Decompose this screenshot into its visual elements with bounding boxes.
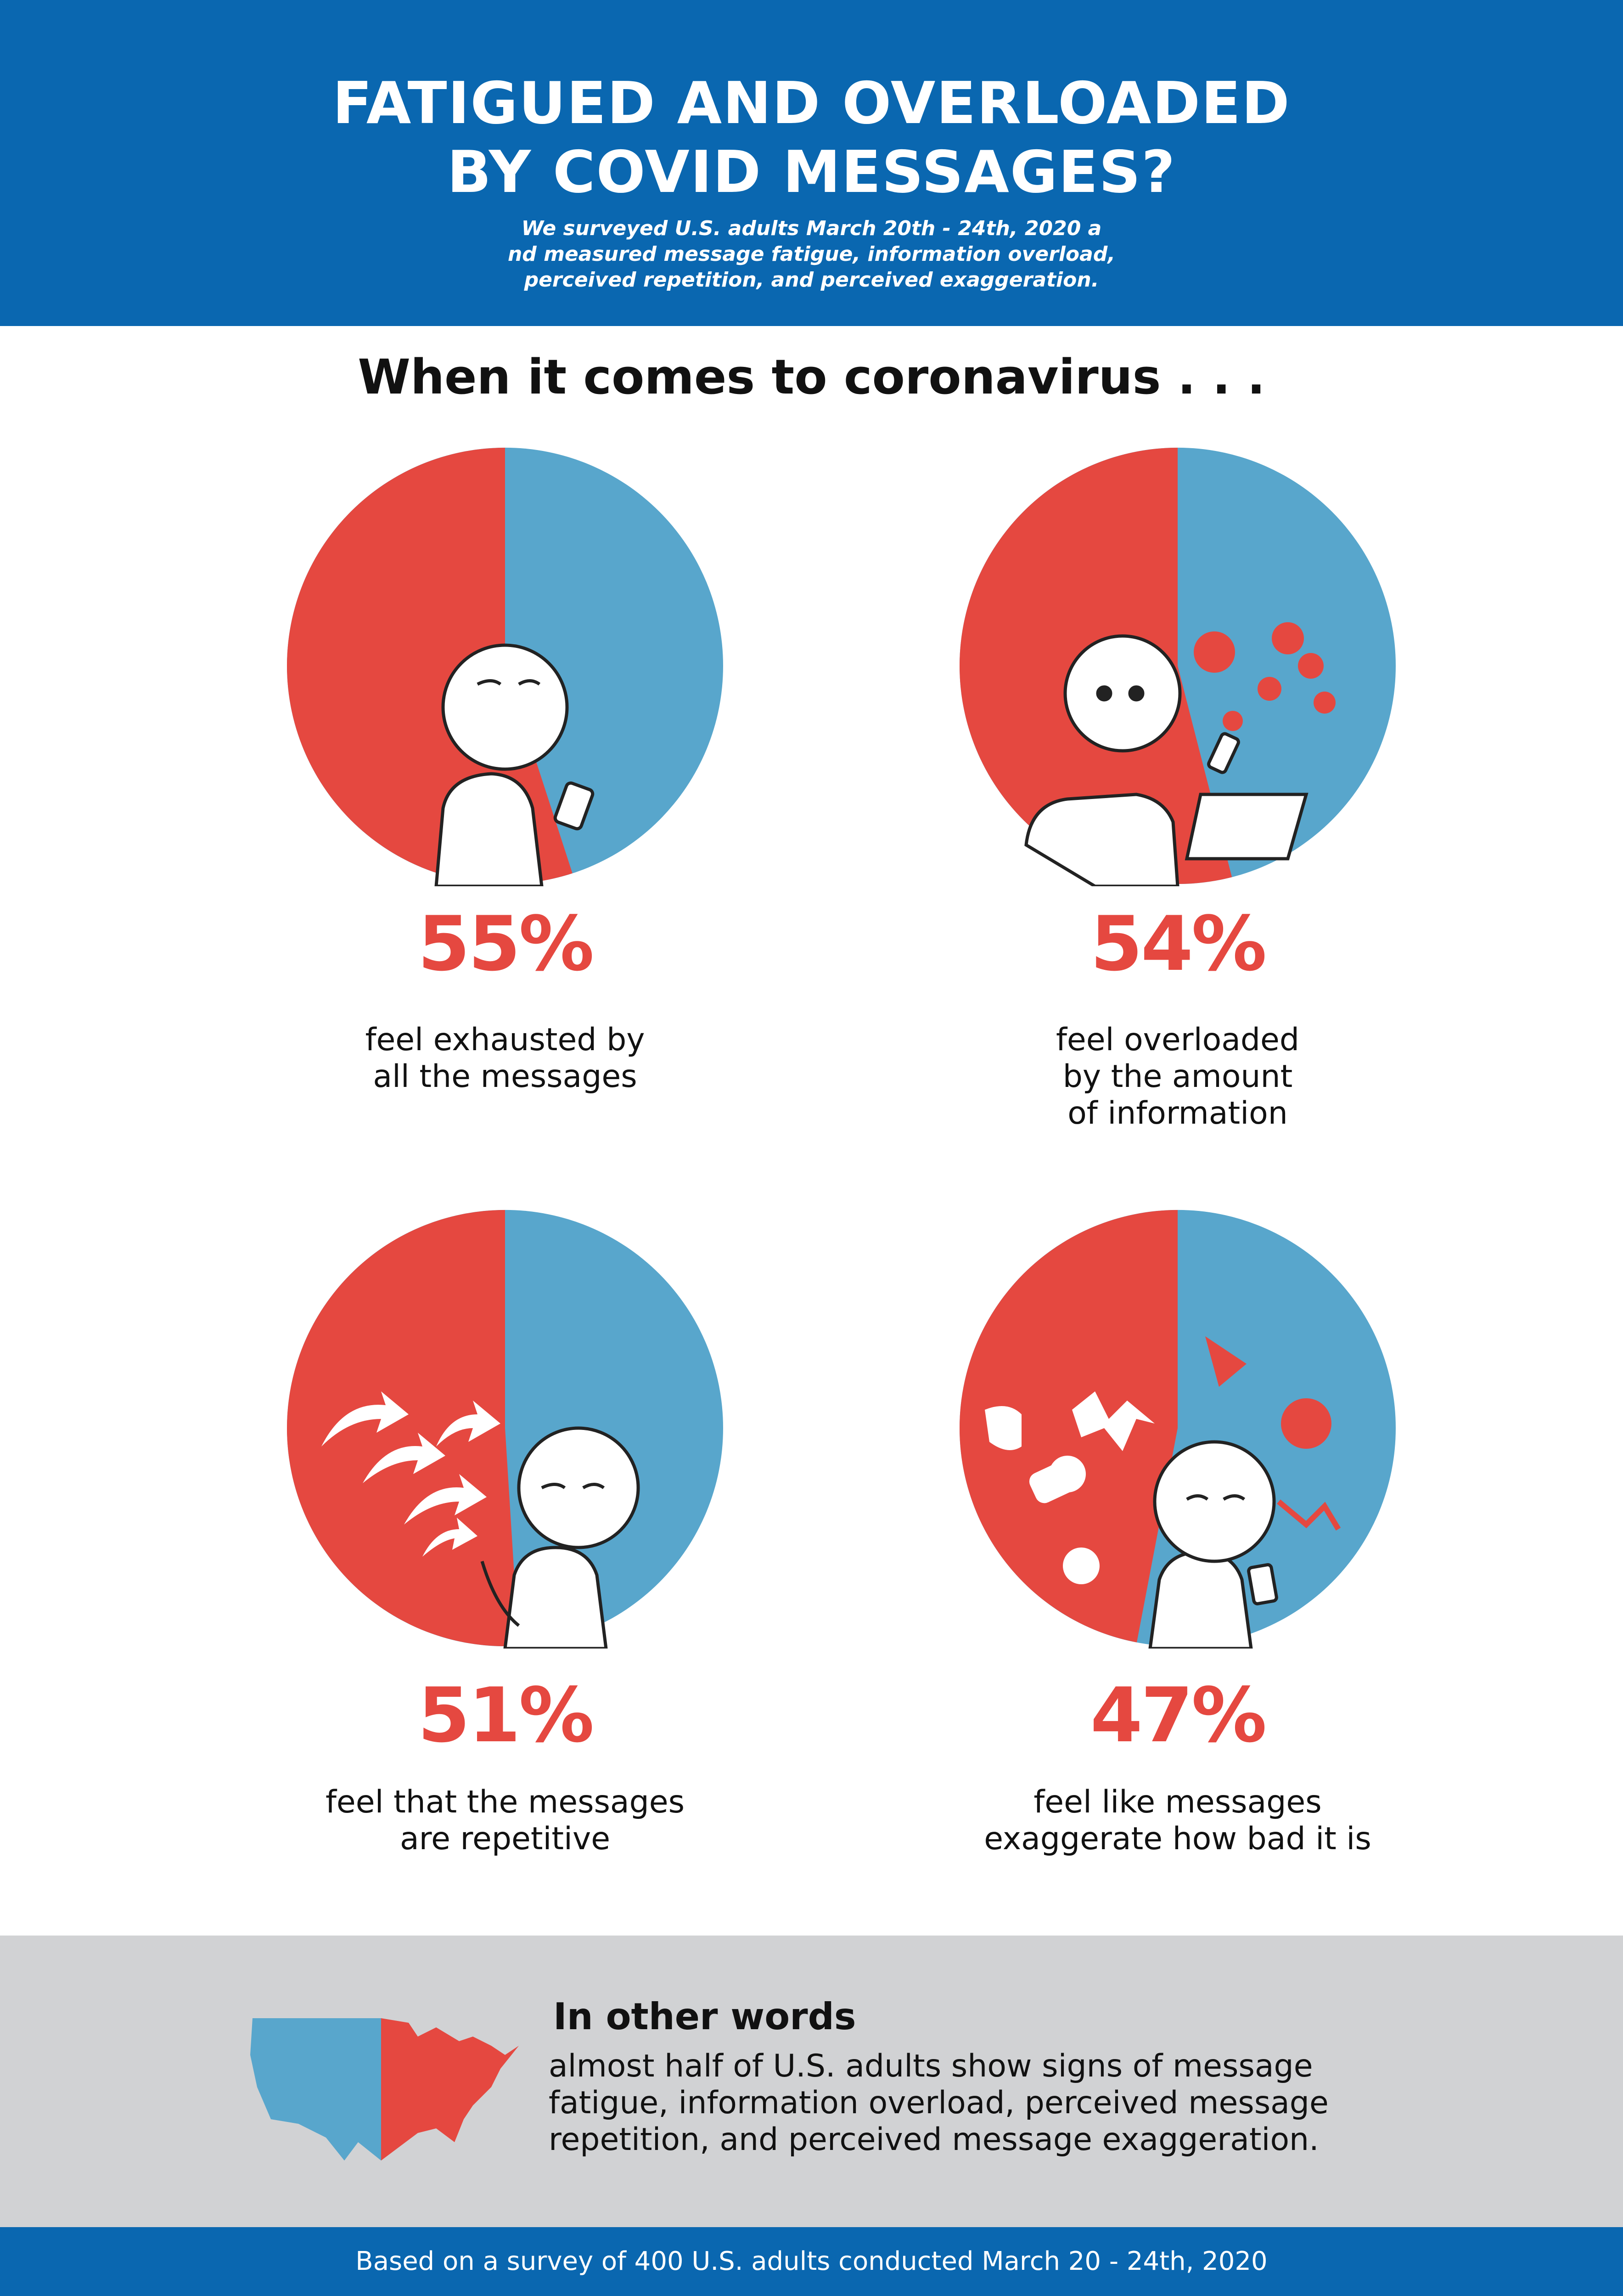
caption-line: are repetitive [399, 1821, 611, 1857]
subtitle-line-2: nd measured message fatigue, information… [507, 242, 1116, 266]
header-banner: FATIGUED AND OVERLOADED BY COVID MESSAGE… [0, 0, 1623, 326]
stat-caption-exhausted: feel exhausted by all the messages [207, 1022, 803, 1095]
footer-source-note: Based on a survey of 400 U.S. adults con… [0, 2227, 1623, 2296]
pie-chart-exaggerated [960, 1210, 1396, 1649]
stat-panel-exaggerated: 47% feel like messages exaggerate how ba… [879, 1208, 1476, 1896]
stat-panel-overloaded: 54% feel overloaded by the amount of inf… [879, 445, 1476, 1134]
pie-slice-value [960, 1210, 1178, 1643]
person-with-laptop-illustration [1024, 634, 1309, 886]
summary-body: almost half of U.S. adults show signs of… [549, 2048, 1329, 2158]
us-map-icon [250, 2018, 519, 2161]
virus-icon [1205, 1336, 1341, 1531]
us-map-west-half [250, 2018, 381, 2161]
stat-caption-overloaded: feel overloaded by the amount of informa… [879, 1022, 1476, 1132]
notification-icons [1194, 622, 1336, 731]
caption-line: feel overloaded [1056, 1022, 1300, 1058]
caption-line: all the messages [373, 1058, 637, 1095]
summary-line-3: repetition, and perceived message exagge… [549, 2122, 1319, 2158]
subtitle-line-3: perceived repetition, and perceived exag… [524, 268, 1099, 292]
stat-percent-exhausted: 55% [417, 900, 595, 988]
caption-line: feel that the messages [325, 1784, 685, 1820]
summary-line-1: almost half of U.S. adults show signs of… [549, 2048, 1313, 2084]
caption-line: exaggerate how bad it is [984, 1821, 1371, 1857]
lead-heading: When it comes to coronavirus . . . [358, 349, 1265, 405]
person-with-phone-illustration [1148, 1440, 1278, 1649]
stat-percent-repetitive: 51% [417, 1671, 595, 1759]
subtitle-line-1: We surveyed U.S. adults March 20th - 24t… [521, 217, 1102, 240]
repeat-arrows-icons [321, 1391, 500, 1557]
panic-icons [985, 1391, 1155, 1584]
person-with-phone-illustration [480, 1426, 640, 1649]
pie-chart-overloaded [960, 447, 1396, 886]
page-title: FATIGUED AND OVERLOADED BY COVID MESSAGE… [0, 69, 1623, 207]
caption-line: of information [1067, 1095, 1288, 1131]
summary-heading: In other words [553, 1995, 856, 2038]
summary-section: In other words almost half of U.S. adult… [0, 1936, 1623, 2227]
summary-line-2: fatigue, information overload, perceived… [549, 2085, 1329, 2121]
pie-chart-repetitive [286, 1210, 723, 1649]
caption-line: feel like messages [1033, 1784, 1322, 1820]
stat-caption-repetitive: feel that the messages are repetitive [207, 1784, 803, 1857]
subtitle: We surveyed U.S. adults March 20th - 24t… [0, 216, 1623, 293]
title-line-1: FATIGUED AND OVERLOADED [332, 69, 1291, 137]
stat-caption-exaggerated: feel like messages exaggerate how bad it… [879, 1784, 1476, 1857]
person-with-phone-illustration [434, 643, 595, 886]
caption-line: by the amount [1062, 1058, 1293, 1095]
pie-chart-exhausted [286, 447, 723, 886]
caption-line: feel exhausted by [365, 1022, 645, 1058]
stat-panel-exhausted: 55% feel exhausted by all the messages [207, 445, 803, 1134]
title-line-2: BY COVID MESSAGES? [447, 138, 1176, 206]
stat-panel-repetitive: 51% feel that the messages are repetitiv… [207, 1208, 803, 1896]
stat-percent-overloaded: 54% [1090, 900, 1267, 988]
us-map-east-half [381, 2018, 519, 2161]
stat-percent-exaggerated: 47% [1090, 1671, 1267, 1759]
